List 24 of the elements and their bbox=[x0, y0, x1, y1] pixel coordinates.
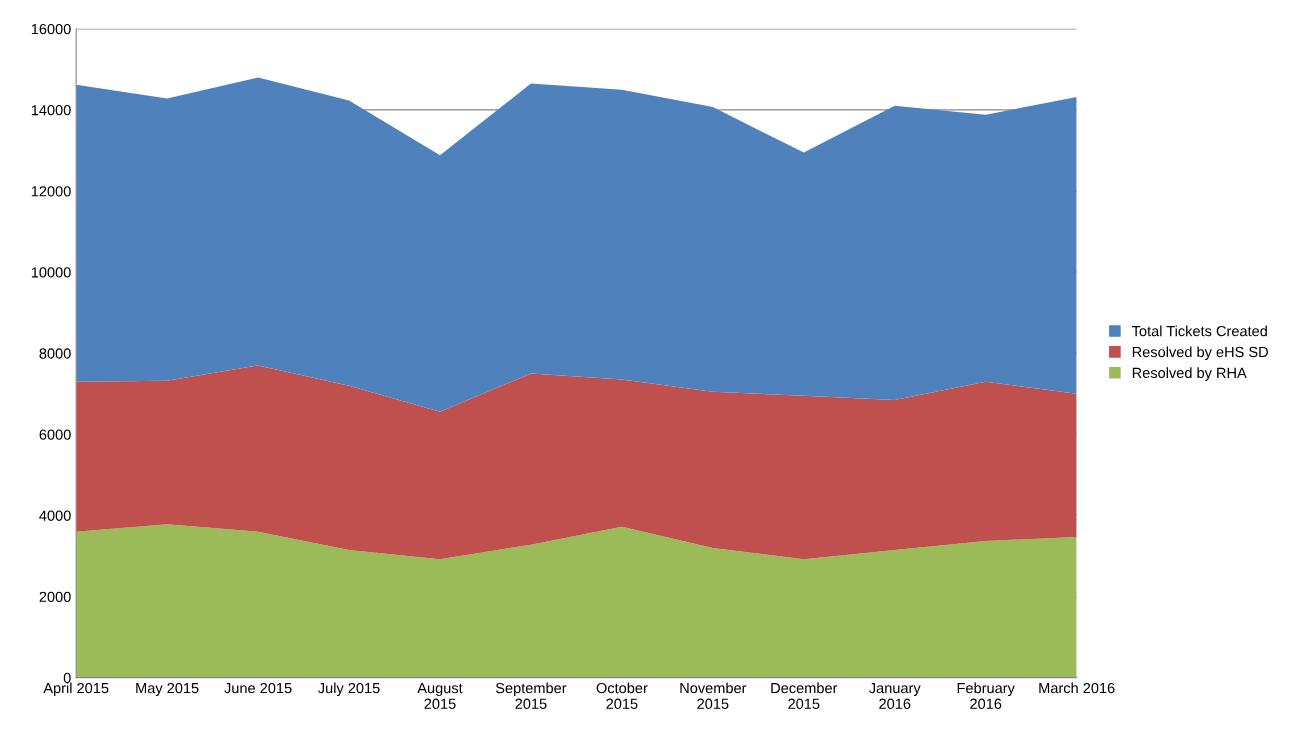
y-tick-label: 8000 bbox=[39, 348, 71, 359]
x-tick-label: October 2015 bbox=[596, 682, 648, 709]
x-tick-label: February 2016 bbox=[957, 682, 1015, 709]
x-tick-label: December 2015 bbox=[771, 682, 838, 709]
legend-label: Resolved by RHA bbox=[1132, 367, 1247, 381]
legend-label: Resolved by eHS SD bbox=[1132, 346, 1268, 361]
x-tick-label: March 2016 bbox=[1039, 682, 1115, 694]
y-tick-label: 10000 bbox=[31, 267, 71, 278]
y-tick-label: 14000 bbox=[31, 105, 71, 116]
y-tick-label: 6000 bbox=[39, 429, 71, 440]
y-tick-label: 0 bbox=[63, 672, 71, 684]
y-tick-label: 4000 bbox=[39, 510, 71, 521]
x-tick-label: November 2015 bbox=[680, 682, 747, 709]
x-tick-label: July 2015 bbox=[318, 682, 380, 697]
x-tick-label: September 2015 bbox=[495, 682, 567, 709]
y-tick-label: 16000 bbox=[31, 23, 71, 35]
x-tick-label: April 2015 bbox=[43, 682, 109, 697]
x-tick-label: May 2015 bbox=[136, 682, 199, 697]
x-tick-label: January 2016 bbox=[869, 683, 921, 709]
x-tick-label: August 2015 bbox=[417, 683, 463, 709]
legend-label: Total Tickets Created bbox=[1132, 325, 1267, 337]
x-tick-label: June 2015 bbox=[224, 682, 292, 694]
y-tick-label: 2000 bbox=[39, 591, 71, 602]
y-tick-label: 12000 bbox=[31, 186, 71, 197]
